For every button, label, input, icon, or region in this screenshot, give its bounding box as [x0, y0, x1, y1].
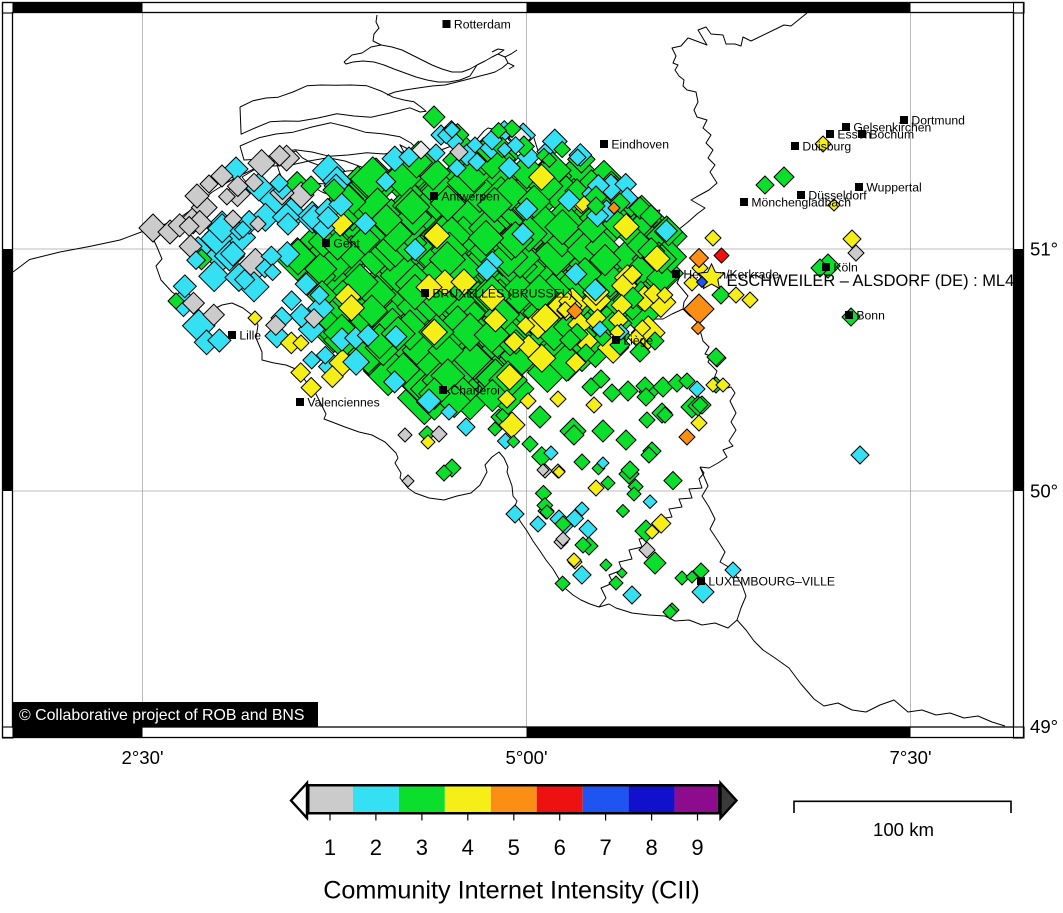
- svg-text:Gent: Gent: [333, 236, 360, 250]
- svg-text:LUXEMBOURG–VILLE: LUXEMBOURG–VILLE: [708, 574, 835, 588]
- svg-text:© Collaborative project of ROB: © Collaborative project of ROB and BNS: [19, 707, 305, 724]
- svg-text:Antwerpen: Antwerpen: [441, 189, 499, 203]
- svg-text:6: 6: [554, 835, 566, 860]
- svg-text:Duisburg: Duisburg: [802, 139, 851, 153]
- svg-text:49°: 49°: [1030, 716, 1058, 737]
- svg-text:7°30': 7°30': [889, 747, 931, 768]
- svg-text:Wuppertal: Wuppertal: [866, 180, 921, 194]
- svg-text:Düsseldorf: Düsseldorf: [808, 188, 867, 202]
- svg-text:Community Internet Intensity (: Community Internet Intensity (CII): [323, 877, 700, 905]
- svg-text:100 km: 100 km: [873, 819, 934, 840]
- svg-text:50°: 50°: [1030, 481, 1058, 502]
- svg-text:Mönchengladbach: Mönchengladbach: [751, 195, 851, 209]
- svg-text:Köln: Köln: [833, 260, 857, 274]
- svg-text:Eindhoven: Eindhoven: [611, 137, 669, 151]
- svg-text:Charleroi: Charleroi: [450, 383, 499, 397]
- svg-text:ESCHWEILER – ALSDORF (DE) : ML: ESCHWEILER – ALSDORF (DE) : ML4.6: [727, 272, 1028, 290]
- svg-text:Gelsenkirchen: Gelsenkirchen: [853, 120, 931, 134]
- svg-text:4: 4: [462, 835, 474, 860]
- svg-text:8: 8: [645, 835, 657, 860]
- svg-text:5: 5: [508, 835, 520, 860]
- svg-text:2°30': 2°30': [121, 747, 163, 768]
- svg-text:BRUXELLES (BRUSSEL): BRUXELLES (BRUSSEL): [432, 286, 572, 300]
- svg-text:2: 2: [370, 835, 382, 860]
- svg-text:7: 7: [599, 835, 611, 860]
- svg-text:Dortmund: Dortmund: [911, 113, 965, 127]
- svg-text:Liège: Liège: [623, 333, 653, 347]
- svg-text:1: 1: [324, 835, 336, 860]
- svg-text:Bochum: Bochum: [869, 127, 914, 141]
- svg-text:5°00': 5°00': [505, 747, 547, 768]
- svg-text:3: 3: [416, 835, 428, 860]
- svg-text:Rotterdam: Rotterdam: [454, 17, 511, 31]
- svg-text:51°: 51°: [1030, 239, 1058, 260]
- svg-text:Bonn: Bonn: [856, 308, 884, 322]
- svg-text:Lille: Lille: [239, 328, 261, 342]
- svg-text:9: 9: [691, 835, 703, 860]
- svg-text:Valenciennes: Valenciennes: [307, 395, 379, 409]
